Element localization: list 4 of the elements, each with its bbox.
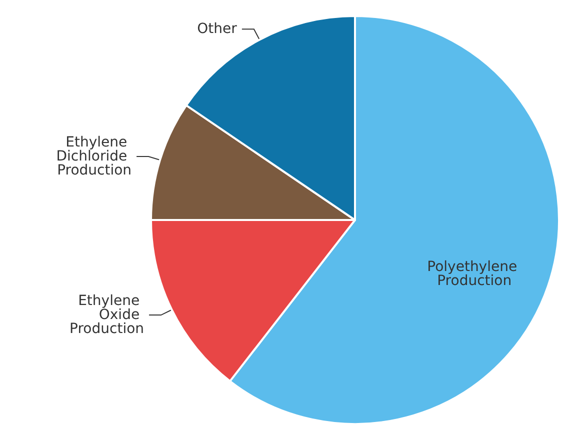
slice-label: Polyethylene Production (427, 259, 522, 290)
slice-label: Ethylene Dichloride Production (56, 134, 132, 178)
slice-label: Ethylene Oxide Production (70, 293, 144, 338)
slice-label: Other (197, 21, 238, 38)
